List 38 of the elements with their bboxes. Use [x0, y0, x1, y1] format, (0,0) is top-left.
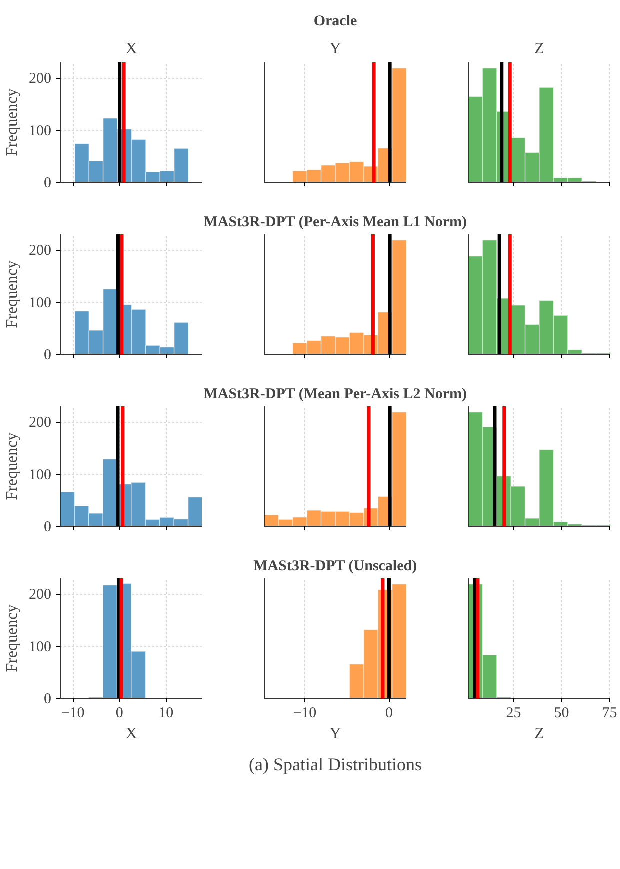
chart-subtitle: Z	[534, 40, 544, 58]
x-tick-label: 25	[506, 706, 522, 722]
y-tick-label: 100	[29, 295, 52, 312]
x-tick-label: 50	[554, 706, 570, 722]
bar	[392, 412, 406, 526]
chart-title: MASt3R-DPT (Unscaled)	[254, 558, 418, 574]
x-tick-label: 75	[602, 706, 618, 722]
y-tick-label: 0	[44, 348, 52, 364]
x-axis-title: Y	[330, 726, 342, 742]
bar	[392, 68, 406, 182]
x-tick-label: −10	[293, 706, 317, 722]
y-tick-label: 0	[44, 176, 52, 192]
y-tick-label: 0	[44, 520, 52, 536]
chart-title: MASt3R-DPT (Per-Axis Mean L1 Norm)	[204, 214, 468, 230]
text: (a) Spatial Distributions	[249, 754, 422, 774]
y-axis-title: Frequency	[4, 432, 21, 500]
y-tick-label: 100	[29, 639, 52, 656]
y-tick-label: 200	[29, 587, 52, 604]
chart-subtitle: X	[126, 40, 138, 58]
y-tick-label: 100	[29, 467, 52, 484]
y-axis-title: Frequency	[4, 260, 21, 328]
y-axis-title: Frequency	[4, 88, 21, 156]
y-tick-label: 0	[44, 692, 52, 708]
x-tick-label: 0	[385, 706, 393, 722]
y-tick-label: 200	[29, 415, 52, 432]
chart-title: Oracle	[314, 14, 358, 30]
y-tick-label: 100	[29, 123, 52, 140]
x-tick-label: 0	[116, 706, 124, 722]
bar	[392, 240, 406, 354]
y-axis-title: Frequency	[4, 604, 21, 672]
x-axis-title: Z	[534, 726, 544, 742]
y-tick-label: 200	[29, 243, 52, 260]
x-tick-label: −10	[61, 706, 85, 722]
chart-subtitle: Y	[330, 40, 342, 58]
x-tick-label: 10	[158, 706, 174, 722]
x-axis-title: X	[126, 726, 138, 742]
chart-title: MASt3R-DPT (Mean Per-Axis L2 Norm)	[204, 386, 468, 402]
y-tick-label: 200	[29, 71, 52, 88]
